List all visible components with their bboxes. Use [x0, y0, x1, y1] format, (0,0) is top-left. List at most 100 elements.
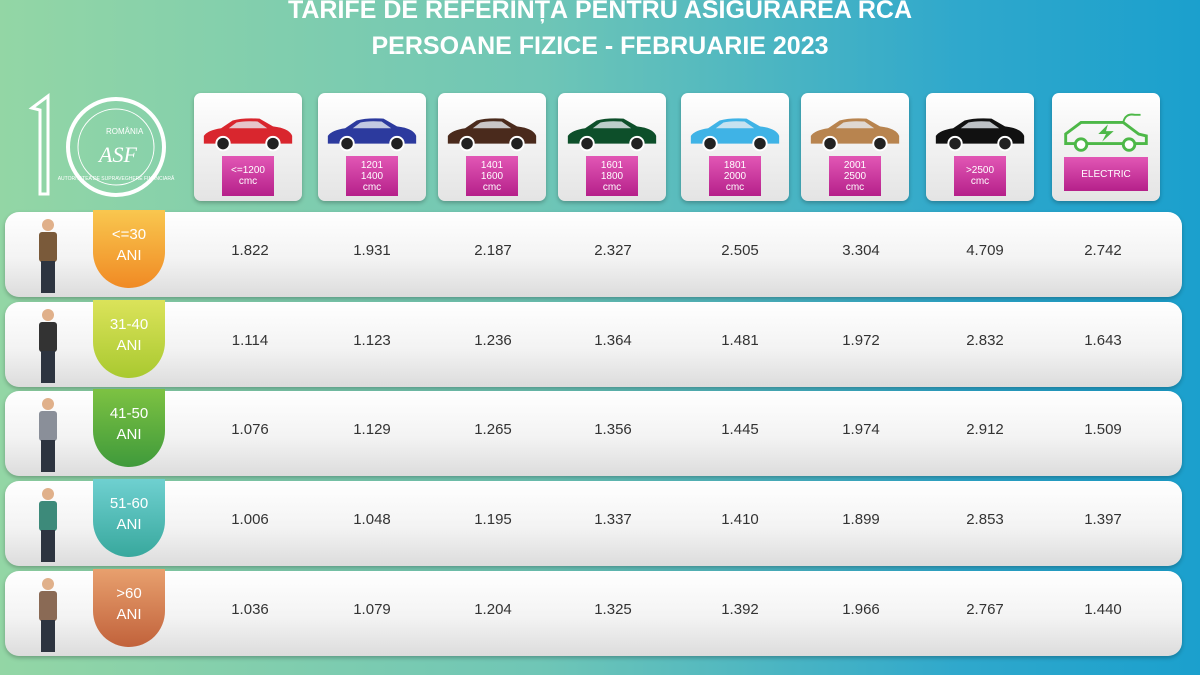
tariff-value: 2.767 — [966, 601, 1004, 618]
tariff-value: 1.048 — [353, 511, 391, 528]
tariff-value: 2.187 — [474, 242, 512, 259]
tariff-value: 1.337 — [594, 511, 632, 528]
car-icon — [935, 118, 1025, 152]
tariff-value: 2.742 — [1084, 242, 1122, 259]
car-icon — [1064, 113, 1148, 152]
tariff-value: 1.974 — [842, 421, 880, 438]
column-label: 1801 2000 cmc — [709, 156, 761, 196]
car-window — [352, 121, 392, 129]
head — [42, 578, 54, 590]
body — [39, 232, 57, 262]
tariff-value: 1.129 — [353, 421, 391, 438]
column-label-line: <=1200 — [231, 165, 265, 176]
wheel — [265, 135, 281, 152]
tariff-value: 1.643 — [1084, 332, 1122, 349]
age-label-line: ANI — [116, 606, 142, 623]
column-label-line: 1601 — [600, 159, 624, 171]
wheel — [1073, 137, 1089, 152]
tariff-value: 1.195 — [474, 511, 512, 528]
column-label-line: 2500 — [843, 170, 867, 182]
car-icon — [447, 118, 537, 152]
wheel — [1121, 137, 1137, 152]
legs — [41, 351, 55, 383]
tariff-value: 1.931 — [353, 242, 391, 259]
tariff-value: 1.899 — [842, 511, 880, 528]
person-icon — [39, 578, 57, 652]
car-icon — [810, 118, 900, 152]
column-label-line: cmc — [362, 181, 382, 193]
table-row: >60 ANI 1.036 1.079 1.204 1.325 1.392 1.966 2.76… — [5, 569, 1182, 656]
legs — [41, 530, 55, 562]
wheel — [997, 135, 1013, 152]
tariff-value: 1.972 — [842, 332, 880, 349]
column-label-line: 2000 — [723, 170, 747, 182]
table-row: 31-40 ANI 1.114 1.123 1.236 1.364 1.481 1.972 2.… — [5, 300, 1182, 387]
tariff-value: 1.364 — [594, 332, 632, 349]
wheel — [215, 135, 231, 152]
car-window — [592, 121, 632, 129]
age-label-line: 51-60 — [109, 495, 149, 512]
head — [42, 219, 54, 231]
age-label-line: <=30 — [111, 226, 147, 243]
tariff-value: 1.392 — [721, 601, 759, 618]
head — [42, 398, 54, 410]
age-ribbon: 31-40 ANI — [93, 300, 165, 378]
age-ribbon: 51-60 ANI — [93, 479, 165, 557]
legs — [41, 261, 55, 293]
tariff-value: 1.966 — [842, 601, 880, 618]
column-header: <=1200 cmc — [194, 93, 302, 201]
tariff-value: 1.236 — [474, 332, 512, 349]
column-label-line: cmc — [602, 181, 622, 193]
table-row: 41-50 ANI 1.076 1.129 1.265 1.356 1.445 1.974 2.… — [5, 389, 1182, 476]
column-header: >2500 cmc — [926, 93, 1034, 201]
tariff-value: 1.509 — [1084, 421, 1122, 438]
wheel — [752, 135, 768, 152]
logo: ROMÂNIA ASF AUTORITATEA DE SUPRAVEGHERE … — [28, 93, 175, 197]
person-icon — [39, 488, 57, 562]
age-ribbon: <=30 ANI — [93, 210, 165, 288]
legs — [41, 620, 55, 652]
logo-text: AUTORITATEA DE SUPRAVEGHERE FINANCIARĂ — [58, 175, 175, 182]
wheel — [339, 135, 355, 152]
column-label-line: 1401 — [480, 159, 504, 171]
age-label-line: 31-40 — [109, 316, 149, 333]
car-window — [960, 121, 1000, 129]
tariff-value: 1.204 — [474, 601, 512, 618]
column-label-line: cmc — [482, 181, 502, 193]
car-window — [228, 121, 268, 129]
column-label: 2001 2500 cmc — [829, 156, 881, 196]
column-label-line: cmc — [238, 176, 258, 187]
table-row: 51-60 ANI 1.006 1.048 1.195 1.337 1.410 1.899 2.… — [5, 479, 1182, 566]
logo-text: ROMÂNIA — [106, 127, 144, 136]
age-label-line: ANI — [116, 516, 142, 533]
logo-mark: ASF — [97, 142, 137, 167]
column-header: 2001 2500 cmc — [801, 93, 909, 201]
column-header: 1201 1400 cmc — [318, 93, 426, 201]
bolt — [1098, 124, 1114, 142]
column-label: 1601 1800 cmc — [586, 156, 638, 196]
tariff-value: 1.481 — [721, 332, 759, 349]
tariff-value: 1.079 — [353, 601, 391, 618]
column-label-line: cmc — [970, 176, 990, 187]
car-body — [1064, 121, 1148, 146]
column-label-line: 1800 — [600, 170, 624, 182]
car-window — [835, 121, 875, 129]
wheel — [947, 135, 963, 152]
column-label-line: 1201 — [360, 159, 384, 171]
tariff-value: 1.440 — [1084, 601, 1122, 618]
car-icon — [567, 118, 657, 152]
head — [42, 309, 54, 321]
column-label-line: >2500 — [965, 165, 995, 176]
person-icon — [39, 309, 57, 383]
tariff-value: 2.327 — [594, 242, 632, 259]
title-line: PERSOANE FIZICE - FEBRUARIE 2023 — [371, 32, 829, 60]
tariff-value: 1.265 — [474, 421, 512, 438]
column-header: 1801 2000 cmc — [681, 93, 789, 201]
body — [39, 322, 57, 352]
car-icon — [690, 118, 780, 152]
age-label-line: ANI — [116, 247, 142, 264]
title-line: TARIFE DE REFERINȚĂ PENTRU ASIGURAREA RC… — [287, 0, 913, 24]
tariff-value: 1.397 — [1084, 511, 1122, 528]
tariff-value: 2.832 — [966, 332, 1004, 349]
